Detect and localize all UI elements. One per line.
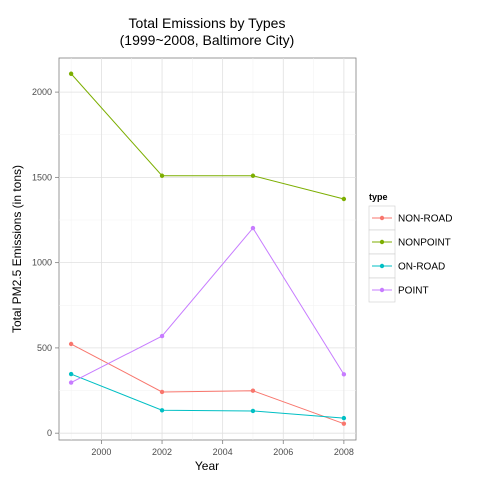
- series-lines: [68, 71, 347, 426]
- x-tick-label: 2008: [334, 447, 354, 457]
- legend-key-point: [379, 239, 385, 245]
- data-point-point: [341, 372, 347, 377]
- series-line-point: [70, 227, 345, 384]
- plot-panel: [58, 57, 357, 441]
- data-point-point: [250, 225, 256, 231]
- legend-label-non-road: NON-ROAD: [398, 214, 452, 225]
- x-axis-title: Year: [195, 459, 219, 473]
- series-nonpoint: [68, 71, 347, 202]
- data-point-non-road: [68, 341, 74, 347]
- y-tick-label: 500: [37, 343, 52, 353]
- x-tick-label: 2006: [273, 447, 293, 457]
- legend-label-on-road: ON-ROAD: [398, 262, 445, 273]
- x-tick-label: 2002: [152, 447, 172, 457]
- x-tick-label: 2004: [213, 447, 233, 457]
- data-point-non-road: [250, 388, 256, 393]
- legend-key-point: [379, 287, 385, 293]
- data-point-on-road: [341, 415, 347, 421]
- y-axis-title: Total PM2.5 Emissions (in tons): [10, 165, 24, 333]
- y-axis-ticks: 0 500 1000 1500 2000: [32, 87, 59, 438]
- data-point-point: [68, 380, 74, 385]
- legend-key-point: [379, 215, 385, 221]
- legend-title: type: [369, 192, 388, 202]
- series-line-non-road: [70, 343, 345, 425]
- legend-item-non-road: NON-ROAD: [368, 205, 452, 231]
- series-line-nonpoint: [70, 73, 345, 200]
- legend-items: NON-ROAD NONPOINT ON-ROAD POINT: [368, 205, 452, 303]
- series-on-road: [68, 371, 347, 421]
- data-point-on-road: [68, 371, 74, 377]
- series-point: [68, 225, 347, 385]
- data-point-non-road: [341, 421, 347, 426]
- data-point-point: [159, 333, 165, 339]
- data-point-nonpoint: [341, 196, 347, 202]
- data-point-non-road: [159, 389, 165, 395]
- legend-key-point: [379, 263, 385, 269]
- series-non-road: [68, 341, 347, 426]
- legend: type NON-ROAD NONPOINT ON-ROAD POINT: [368, 192, 452, 303]
- data-point-nonpoint: [159, 173, 165, 178]
- data-point-nonpoint: [250, 173, 256, 178]
- y-tick-label: 1000: [32, 258, 52, 268]
- legend-item-nonpoint: NONPOINT: [368, 229, 451, 255]
- y-tick-label: 2000: [32, 87, 52, 97]
- legend-item-point: POINT: [368, 277, 429, 303]
- data-point-on-road: [250, 408, 256, 414]
- grid-lines: [59, 58, 356, 440]
- legend-label-point: POINT: [398, 286, 429, 297]
- chart-title-line1: Total Emissions by Types: [129, 15, 286, 31]
- legend-label-nonpoint: NONPOINT: [398, 238, 451, 249]
- x-axis-ticks: 2000 2002 2004 2006 2008: [91, 440, 354, 457]
- x-tick-label: 2000: [91, 447, 111, 457]
- legend-item-on-road: ON-ROAD: [368, 253, 445, 279]
- data-point-on-road: [159, 408, 165, 413]
- chart-title-line2: (1999~2008, Baltimore City): [120, 32, 295, 48]
- series-line-on-road: [70, 373, 344, 419]
- y-tick-label: 1500: [32, 172, 52, 182]
- data-point-nonpoint: [68, 71, 74, 76]
- y-tick-label: 0: [47, 428, 52, 438]
